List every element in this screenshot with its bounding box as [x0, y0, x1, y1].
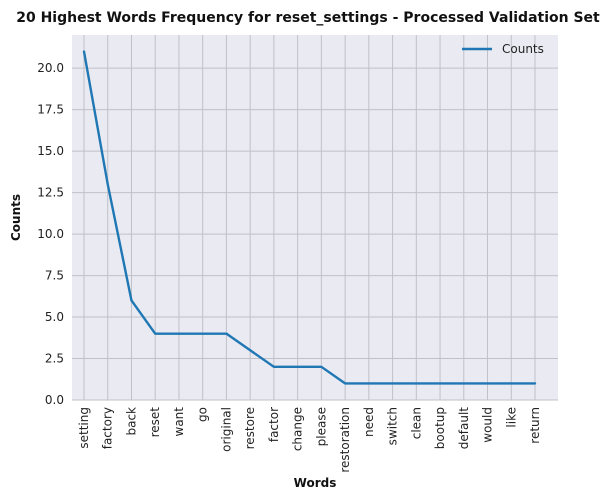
x-tick-label: reset [148, 407, 162, 438]
x-tick-label: factory [101, 407, 115, 449]
x-tick-label: factor [267, 407, 281, 442]
x-tick-label: original [219, 407, 233, 452]
y-tick-label: 2.5 [45, 352, 64, 366]
legend: Counts [462, 42, 544, 56]
x-tick-label: change [291, 407, 305, 451]
y-axis-label: Counts [9, 194, 23, 241]
x-tick-label: restore [243, 407, 257, 449]
x-axis-label: Words [294, 476, 337, 490]
plot-area [72, 35, 558, 400]
x-tick-label: like [504, 407, 518, 428]
y-tick-label: 5.0 [45, 310, 64, 324]
y-axis-ticks: 0.0 2.5 5.0 7.5 10.0 12.5 15.0 17.5 20.0 [37, 61, 64, 407]
x-tick-label: default [457, 407, 471, 450]
x-tick-label: bootup [433, 407, 447, 449]
legend-label: Counts [502, 42, 544, 56]
x-tick-label: switch [386, 407, 400, 445]
y-tick-label: 7.5 [45, 269, 64, 283]
grid-lines [72, 35, 558, 401]
x-tick-label: restoration [338, 407, 352, 473]
series-line [82, 50, 537, 385]
y-tick-label: 15.0 [37, 144, 64, 158]
x-tick-label: please [314, 407, 328, 446]
y-tick-label: 12.5 [37, 186, 64, 200]
x-tick-label: go [196, 407, 210, 422]
x-tick-label: return [528, 407, 542, 444]
y-tick-label: 20.0 [37, 61, 64, 75]
x-tick-label: back [124, 407, 138, 436]
x-tick-label: want [172, 407, 186, 437]
x-tick-label: setting [77, 407, 91, 449]
x-tick-label: clean [409, 407, 423, 439]
series-layer [82, 50, 537, 385]
y-tick-label: 17.5 [37, 103, 64, 117]
x-tick-label: need [362, 407, 376, 437]
y-tick-label: 0.0 [45, 393, 64, 407]
chart-title: 20 Highest Words Frequency for reset_set… [16, 10, 600, 26]
x-axis-ticks: setting factory back reset want go original res… [77, 407, 542, 473]
y-tick-label: 10.0 [37, 227, 64, 241]
x-tick-label: would [481, 407, 495, 443]
